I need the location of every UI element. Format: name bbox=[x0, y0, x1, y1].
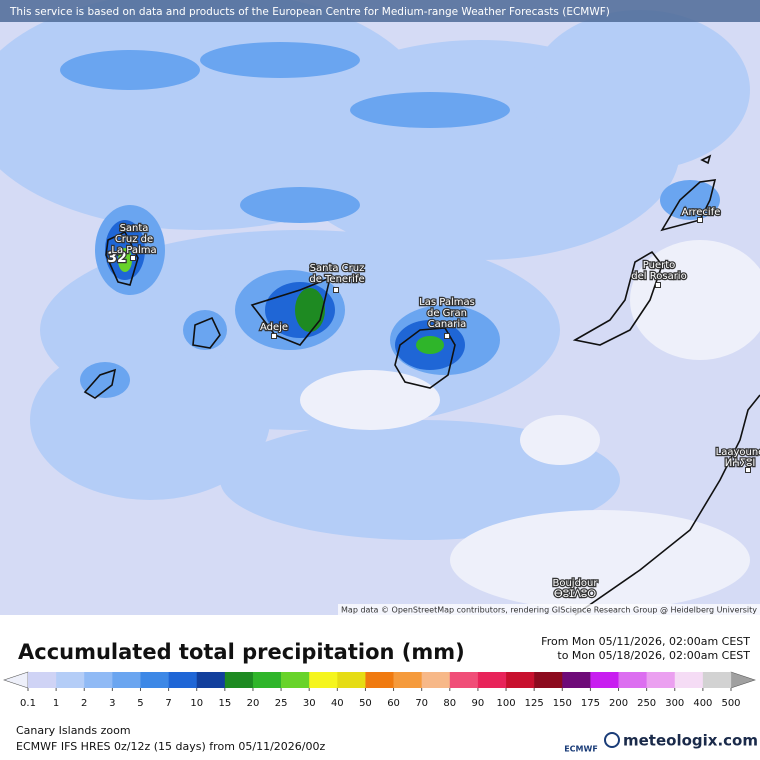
level-label: 15 bbox=[218, 698, 231, 709]
color-box bbox=[28, 672, 57, 688]
attribution: Map data © OpenStreetMap contributors, r… bbox=[341, 606, 757, 615]
place-label: del Rosario bbox=[631, 271, 686, 282]
level-label: 400 bbox=[693, 698, 712, 709]
color-box bbox=[224, 672, 254, 688]
color-box bbox=[506, 672, 535, 688]
banner-bg bbox=[0, 0, 760, 22]
level-label: 500 bbox=[721, 698, 740, 709]
place-label: Laayoune bbox=[716, 447, 760, 458]
color-box bbox=[421, 672, 451, 688]
level-label: 10 bbox=[190, 698, 203, 709]
place-marker bbox=[333, 287, 339, 293]
place-marker bbox=[745, 467, 751, 473]
place-label: de Gran bbox=[427, 308, 467, 319]
color-box bbox=[112, 672, 141, 688]
level-label: 7 bbox=[165, 698, 171, 709]
level-label: 90 bbox=[472, 698, 485, 709]
rain-light bbox=[0, 0, 750, 540]
level-label: 80 bbox=[443, 698, 456, 709]
place-marker bbox=[697, 217, 703, 223]
level-label: 300 bbox=[665, 698, 684, 709]
level-label: 100 bbox=[496, 698, 515, 709]
color-box bbox=[56, 672, 85, 688]
max-value: 32 bbox=[107, 250, 126, 266]
level-label: 150 bbox=[553, 698, 572, 709]
color-box bbox=[590, 672, 619, 688]
legend-title: Accumulated total precipitation (mm) bbox=[18, 640, 465, 664]
rain-very-heavy bbox=[118, 248, 444, 354]
level-label: 5 bbox=[137, 698, 143, 709]
brand-icon bbox=[604, 732, 620, 748]
place-label: Adeje bbox=[260, 322, 288, 333]
level-label: 50 bbox=[359, 698, 372, 709]
level-label: 25 bbox=[275, 698, 288, 709]
place-label: Santa bbox=[120, 223, 149, 234]
level-label: 3 bbox=[109, 698, 115, 709]
ecmwf-logo: ECMWF bbox=[564, 745, 598, 754]
attribution-bg bbox=[338, 604, 760, 616]
level-label: 1 bbox=[53, 698, 59, 709]
level-label: 0.1 bbox=[20, 698, 36, 709]
color-box bbox=[281, 672, 310, 688]
level-label: 175 bbox=[581, 698, 600, 709]
region: Canary Islands zoom bbox=[16, 724, 131, 737]
place-marker bbox=[130, 255, 136, 261]
level-label: 200 bbox=[609, 698, 628, 709]
place-marker bbox=[444, 333, 450, 339]
place-label: ⴱⵓⵊⴷⵓⵔ bbox=[554, 589, 596, 600]
level-label: 125 bbox=[525, 698, 544, 709]
color-box bbox=[309, 672, 338, 688]
model-run: ECMWF IFS HRES 0z/12z (15 days) from 05/… bbox=[16, 740, 326, 753]
place-label: de Tenerife bbox=[309, 274, 364, 285]
level-label: 70 bbox=[415, 698, 428, 709]
place-marker bbox=[271, 333, 277, 339]
color-box bbox=[140, 672, 169, 688]
place-label: Boujdour bbox=[552, 578, 598, 589]
color-box bbox=[449, 672, 479, 688]
banner-text: This service is based on data and produc… bbox=[9, 6, 610, 18]
color-box bbox=[252, 672, 282, 688]
color-box bbox=[196, 672, 226, 688]
rain-none bbox=[300, 240, 760, 610]
color-box bbox=[393, 672, 422, 688]
level-label: 20 bbox=[247, 698, 260, 709]
color-box bbox=[562, 672, 591, 688]
color-box bbox=[702, 672, 732, 688]
color-box bbox=[646, 672, 676, 688]
place-label: Canaria bbox=[428, 319, 467, 330]
colorbar: 0.1 1 2 3 5 7 10 15 20 25 30 40 50 60 70 80 90 100 125 150 1… bbox=[3, 671, 756, 709]
color-box bbox=[534, 672, 563, 688]
place-label: Arrecife bbox=[682, 207, 721, 218]
color-box bbox=[477, 672, 507, 688]
color-box bbox=[674, 672, 704, 688]
level-label: 40 bbox=[331, 698, 344, 709]
place-label: Santa Cruz bbox=[310, 263, 365, 274]
place-label: Puerto bbox=[643, 260, 676, 271]
period-from: From Mon 05/11/2026, 02:00am CEST bbox=[541, 635, 750, 648]
color-box bbox=[337, 672, 366, 688]
level-label: 60 bbox=[387, 698, 400, 709]
place-label: Las Palmas bbox=[419, 297, 475, 308]
place-label: La Palma bbox=[111, 245, 156, 256]
level-label: 2 bbox=[81, 698, 87, 709]
color-box bbox=[168, 672, 198, 688]
place-marker bbox=[655, 282, 661, 288]
place-label: ⵍⵄⵢⵓⵏ bbox=[725, 458, 756, 469]
color-box bbox=[84, 672, 113, 688]
color-box bbox=[365, 672, 394, 688]
level-label: 250 bbox=[637, 698, 656, 709]
color-box bbox=[618, 672, 647, 688]
place-label: Cruz de bbox=[115, 234, 153, 245]
brand: meteologix.com bbox=[623, 732, 758, 750]
map bbox=[0, 0, 760, 616]
level-label: 30 bbox=[303, 698, 316, 709]
period-to: to Mon 05/18/2026, 02:00am CEST bbox=[557, 649, 750, 662]
